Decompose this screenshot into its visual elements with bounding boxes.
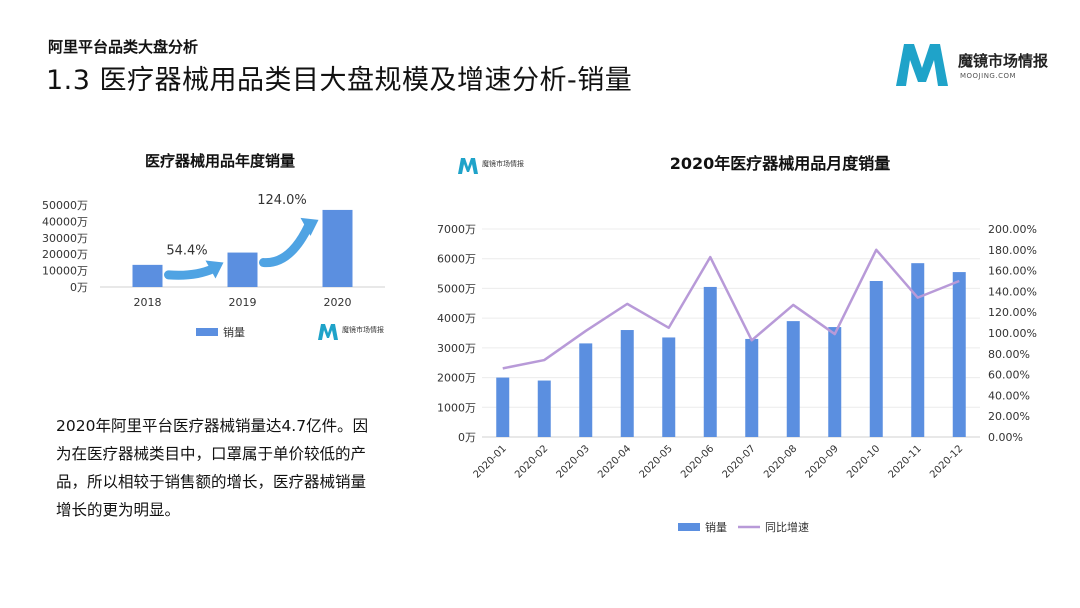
page-title: 1.3 医疗器械用品类目大盘规模及增速分析-销量	[46, 65, 633, 96]
monthly-bar	[869, 281, 883, 437]
summary-text: 2020年阿里平台医疗器械销量达4.7亿件。因为在医疗器械类目中，口罩属于单价较…	[56, 417, 369, 519]
monthly-m-icon	[458, 158, 478, 174]
monthly-bar	[620, 330, 634, 437]
annual-bar	[227, 252, 258, 287]
brand-m-icon	[896, 44, 948, 86]
growth-label: 124.0%	[257, 193, 307, 208]
annual-y-tick: 30000万	[42, 232, 88, 245]
annual-bar	[132, 264, 163, 287]
annual-sales-chart: 0万 10000万 20000万 30000万 40000万 50000万 2018 2019…	[42, 193, 385, 340]
monthly-bar	[911, 263, 925, 437]
annual-y-tick: 40000万	[42, 215, 88, 228]
monthly-y-tick: 2000万	[437, 372, 476, 385]
monthly-y2-tick: 180.00%	[988, 244, 1037, 257]
monthly-y2-tick: 120.00%	[988, 306, 1037, 319]
monthly-y-tick: 5000万	[437, 282, 476, 295]
annual-x-tick: 2020	[324, 296, 352, 309]
monthly-x-tick: 2020-10	[845, 443, 882, 480]
growth-arrow-icon	[164, 260, 224, 280]
annual-logo: 魔镜市场情报	[318, 324, 384, 340]
monthly-x-tick: 2020-07	[721, 443, 758, 480]
monthly-x-tick: 2020-06	[679, 443, 716, 480]
annual-logo-text: 魔镜市场情报	[342, 325, 384, 334]
monthly-y-tick: 4000万	[437, 312, 476, 325]
monthly-x-tick: 2020-04	[596, 443, 633, 480]
monthly-y2-tick: 20.00%	[988, 410, 1030, 423]
monthly-y2-tick: 100.00%	[988, 327, 1037, 340]
monthly-y2-tick: 200.00%	[988, 223, 1037, 236]
growth-rate-line	[502, 248, 960, 370]
growth-arrow-icon	[259, 217, 319, 268]
monthly-y2-tick: 80.00%	[988, 348, 1030, 361]
monthly-y-tick: 3000万	[437, 342, 476, 355]
monthly-legend-bar-label: 销量	[705, 520, 727, 534]
annual-legend-swatch	[196, 328, 218, 336]
monthly-bar	[662, 337, 676, 437]
brand-logo	[896, 44, 948, 86]
monthly-y2-tick: 160.00%	[988, 265, 1037, 278]
monthly-bar	[952, 272, 966, 437]
annual-y-tick: 20000万	[42, 248, 88, 261]
annual-bar	[322, 209, 353, 287]
monthly-bar	[786, 321, 800, 437]
monthly-legend-bar-swatch	[678, 523, 700, 531]
brand-domain: MOOJING.COM	[960, 72, 1017, 80]
monthly-x-tick: 2020-03	[555, 443, 592, 480]
monthly-logo-text: 魔镜市场情报	[482, 159, 524, 168]
monthly-bar	[537, 380, 551, 437]
monthly-y-tick: 0万	[458, 431, 476, 444]
monthly-logo: 魔镜市场情报	[458, 158, 524, 174]
monthly-y-tick: 1000万	[437, 401, 476, 414]
monthly-bar	[745, 338, 759, 437]
monthly-bar	[579, 343, 593, 437]
growth-label: 54.4%	[166, 244, 207, 259]
annual-legend-label: 销量	[223, 325, 245, 339]
monthly-x-tick: 2020-01	[472, 443, 509, 480]
monthly-y-tick: 6000万	[437, 253, 476, 266]
growth-arrow-body	[259, 221, 313, 268]
annual-y-tick: 10000万	[42, 265, 88, 278]
monthly-y2-tick: 0.00%	[988, 431, 1023, 444]
monthly-x-tick: 2020-12	[928, 443, 965, 480]
growth-arrow-head	[205, 260, 224, 279]
section-kicker: 阿里平台品类大盘分析	[48, 38, 199, 56]
monthly-x-tick: 2020-11	[887, 443, 924, 480]
monthly-bar	[828, 327, 842, 437]
monthly-y-tick: 7000万	[437, 223, 476, 236]
annual-x-tick: 2019	[229, 296, 257, 309]
monthly-x-tick: 2020-09	[804, 443, 841, 480]
growth-arrow-head	[300, 217, 319, 236]
annual-m-icon	[318, 324, 338, 340]
monthly-bar	[496, 377, 510, 437]
monthly-legend-line-label: 同比增速	[765, 520, 809, 534]
annual-y-tick: 0万	[70, 281, 88, 294]
monthly-y2-tick: 40.00%	[988, 389, 1030, 402]
monthly-x-tick: 2020-02	[513, 443, 550, 480]
monthly-x-tick: 2020-08	[762, 443, 799, 480]
brand-name: 魔镜市场情报	[958, 52, 1049, 70]
monthly-chart-title: 2020年医疗器械用品月度销量	[669, 154, 891, 173]
growth-arrow-body	[164, 264, 218, 280]
annual-y-tick: 50000万	[42, 199, 88, 212]
monthly-y2-tick: 60.00%	[988, 369, 1030, 382]
monthly-sales-chart: 魔镜市场情报 0万 1000万 2000万 3000万 4000万 5000万 6000万 70…	[437, 158, 1037, 534]
monthly-bar	[703, 286, 717, 437]
annual-chart-title: 医疗器械用品年度销量	[144, 152, 295, 170]
monthly-y2-tick: 140.00%	[988, 285, 1037, 298]
monthly-x-tick: 2020-05	[638, 443, 675, 480]
annual-x-tick: 2018	[134, 296, 162, 309]
